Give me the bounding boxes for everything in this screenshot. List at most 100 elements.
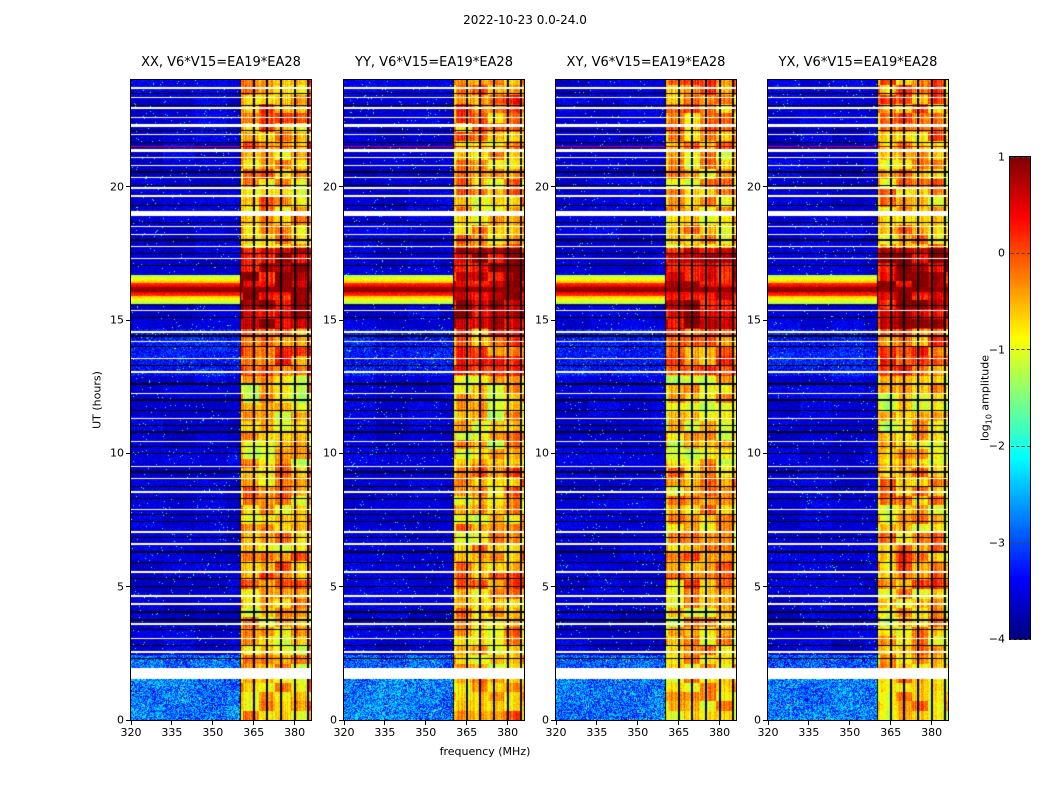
x-tick (171, 721, 173, 725)
colorbar-tick-label: −2 (988, 439, 1005, 453)
x-tick-label: 350 (202, 726, 224, 739)
x-tick (890, 721, 892, 725)
x-tick (767, 721, 769, 725)
x-tick (849, 721, 851, 725)
x-tick-label: 380 (709, 726, 731, 739)
colorbar-canvas (1010, 157, 1030, 639)
y-tick-label: 10 (535, 446, 549, 460)
y-tick (763, 452, 767, 454)
x-tick (637, 721, 639, 725)
colorbar-tick-label: −4 (988, 632, 1005, 646)
x-tick-label: 320 (333, 726, 355, 739)
x-axis-label: frequency (MHz) (439, 745, 531, 758)
y-tick (551, 319, 555, 321)
x-tick (343, 721, 345, 725)
y-tick (551, 586, 555, 588)
y-tick-label: 0 (542, 713, 549, 727)
spectrogram-canvas-xx (131, 80, 311, 720)
y-tick-label: 20 (747, 180, 761, 194)
y-tick-label: 20 (110, 180, 124, 194)
x-tick-label: 350 (415, 726, 437, 739)
y-tick (763, 186, 767, 188)
y-tick (763, 719, 767, 721)
colorbar-tick (1011, 638, 1030, 640)
y-tick (763, 319, 767, 321)
spectrogram-canvas-yx (768, 80, 948, 720)
colorbar: 1 0 −1 −2 −3 −4 (989, 152, 1031, 645)
plot-frame (130, 79, 312, 721)
x-tick-label: 320 (120, 726, 142, 739)
y-tick-label: 10 (323, 446, 337, 460)
x-tick (253, 721, 255, 725)
colorbar-label-subscript: 10 (984, 414, 994, 425)
y-tick (126, 586, 130, 588)
y-tick-label: 10 (110, 446, 124, 460)
x-tick-label: 350 (627, 726, 649, 739)
y-tick (339, 719, 343, 721)
x-tick (466, 721, 468, 725)
colorbar-label: log10 amplitude (978, 355, 993, 441)
x-tick-label: 365 (243, 726, 265, 739)
colorbar-tick (1011, 156, 1030, 158)
y-tick-label: 15 (535, 313, 549, 327)
y-tick (339, 319, 343, 321)
x-tick-label: 365 (456, 726, 478, 739)
panel-title: XX, V6*V15=EA19*EA28 (141, 55, 301, 70)
y-tick-label: 0 (330, 713, 337, 727)
plot-frame (343, 79, 525, 721)
y-tick (339, 586, 343, 588)
y-tick-label: 5 (117, 580, 124, 594)
x-tick-label: 335 (586, 726, 608, 739)
plot-frame (555, 79, 737, 721)
y-tick (551, 186, 555, 188)
y-tick-label: 5 (754, 580, 761, 594)
colorbar-label-suffix: amplitude (978, 354, 992, 415)
x-tick (384, 721, 386, 725)
y-tick (551, 719, 555, 721)
x-tick-label: 320 (757, 726, 779, 739)
y-tick-label: 0 (754, 713, 761, 727)
panel-xx: XX, V6*V15=EA19*EA28 320 335 350 365 380 0 5 10… (110, 0, 312, 800)
y-tick (339, 452, 343, 454)
colorbar-tick-label: −3 (988, 536, 1005, 550)
x-tick (212, 721, 214, 725)
x-tick-label: 380 (497, 726, 519, 739)
x-tick-label: 365 (668, 726, 690, 739)
colorbar-tick-label: 1 (998, 150, 1005, 164)
y-tick (126, 186, 130, 188)
y-tick-label: 5 (542, 580, 549, 594)
x-tick (425, 721, 427, 725)
x-tick (931, 721, 933, 725)
x-tick-label: 365 (880, 726, 902, 739)
y-tick-label: 5 (330, 580, 337, 594)
y-tick-label: 15 (323, 313, 337, 327)
plot-frame (767, 79, 949, 721)
colorbar-frame (1009, 156, 1031, 640)
x-tick-label: 320 (545, 726, 567, 739)
colorbar-tick (1011, 349, 1030, 351)
x-tick (596, 721, 598, 725)
x-tick (130, 721, 132, 725)
panel-yy: YY, V6*V15=EA19*EA28 320 335 350 365 380 0 5 10… (323, 0, 525, 800)
panel-title: XY, V6*V15=EA19*EA28 (566, 55, 726, 70)
y-tick (126, 452, 130, 454)
y-tick (763, 586, 767, 588)
colorbar-tick (1011, 252, 1030, 254)
y-tick-label: 20 (535, 180, 549, 194)
panel-xy: XY, V6*V15=EA19*EA28 320 335 350 365 380 0 5 10… (535, 0, 737, 800)
x-tick (555, 721, 557, 725)
colorbar-tick (1011, 542, 1030, 544)
x-tick (719, 721, 721, 725)
x-tick-label: 335 (161, 726, 183, 739)
x-tick-label: 335 (374, 726, 396, 739)
x-tick-label: 380 (284, 726, 306, 739)
x-tick-label: 380 (921, 726, 943, 739)
y-tick (126, 719, 130, 721)
y-tick (551, 452, 555, 454)
y-tick (126, 319, 130, 321)
colorbar-tick (1011, 445, 1030, 447)
x-tick-label: 335 (798, 726, 820, 739)
y-axis-label: UT (hours) (90, 371, 104, 429)
x-tick (808, 721, 810, 725)
